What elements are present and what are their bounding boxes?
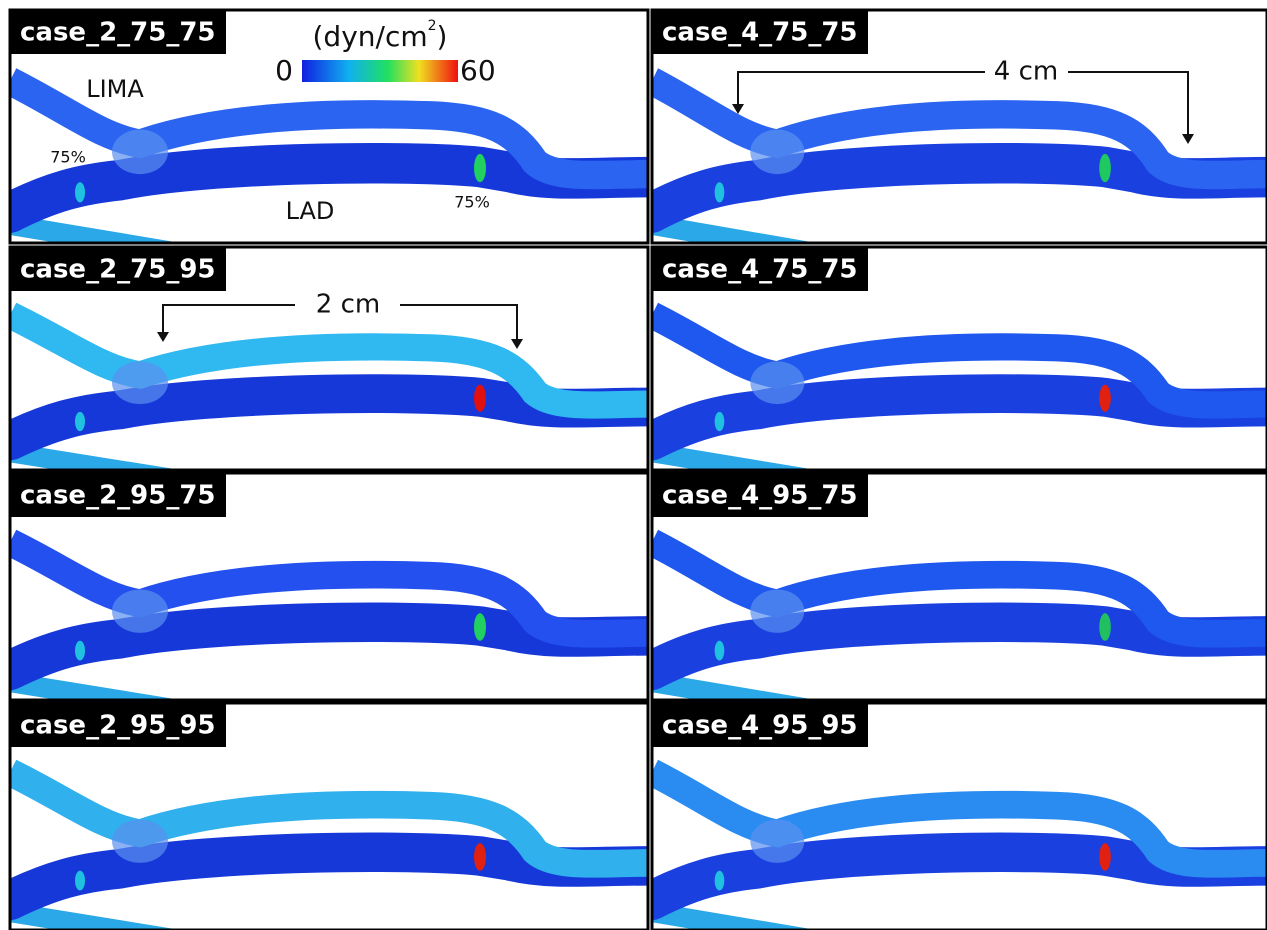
panel-label: case_2_75_95: [20, 255, 216, 285]
anastomosis: [750, 589, 804, 632]
lad-label: LAD: [286, 197, 335, 225]
stenosis: [75, 412, 85, 431]
unit: (dyn/cm: [313, 20, 428, 53]
panel: case_4_75_75: [652, 10, 1267, 253]
stenosis: [1099, 385, 1111, 412]
lima-label: LIMA: [86, 75, 144, 103]
stenosis: [474, 613, 486, 641]
stenosis: [75, 641, 85, 661]
panel-label: case_4_95_75: [662, 481, 858, 511]
colorbar-min: 0: [275, 54, 293, 87]
unit-close: ): [437, 20, 448, 53]
anastomosis: [750, 361, 804, 404]
panel: case_2_95_95: [10, 703, 650, 930]
stenosis: [1099, 613, 1111, 641]
panel: case_4_95_95: [652, 703, 1267, 930]
anastomosis: [112, 361, 168, 404]
colorbar: [302, 60, 458, 82]
stenosis: [715, 641, 725, 661]
stenosis-label: 75%: [50, 148, 86, 167]
anastomosis: [750, 819, 804, 862]
stenosis: [474, 385, 486, 412]
colorbar-unit: (dyn/cm2): [313, 18, 448, 53]
panel-label: case_4_95_95: [662, 711, 858, 741]
colorbar-max: 60: [460, 54, 496, 87]
anastomosis: [750, 130, 804, 175]
panel-label: case_4_75_75: [662, 255, 858, 285]
stenosis: [474, 843, 486, 871]
stenosis: [474, 154, 486, 182]
panel-label: case_2_75_75: [20, 18, 216, 48]
stenosis: [75, 871, 85, 891]
panel-label: case_4_75_75: [662, 18, 858, 48]
distance-label: 4 cm: [994, 57, 1058, 87]
anastomosis: [112, 130, 168, 175]
panel: case_2_75_95: [10, 247, 650, 480]
panel-label: case_2_95_75: [20, 481, 216, 511]
stenosis-label: 75%: [454, 193, 490, 212]
stenosis: [75, 182, 85, 202]
figure: case_2_75_75case_4_75_75case_2_75_95case…: [0, 0, 1267, 930]
panel-label: case_2_95_95: [20, 711, 216, 741]
anastomosis: [112, 589, 168, 632]
stenosis: [715, 871, 725, 891]
panel: case_2_95_75: [10, 473, 650, 710]
panel: case_4_75_75: [652, 247, 1267, 480]
panel: case_4_95_75: [652, 473, 1267, 710]
stenosis: [1099, 154, 1111, 182]
anastomosis: [112, 819, 168, 862]
unit-sup: 2: [428, 18, 437, 34]
stenosis: [1099, 843, 1111, 871]
stenosis: [715, 412, 725, 431]
distance-label: 2 cm: [316, 290, 380, 320]
stenosis: [715, 182, 725, 202]
